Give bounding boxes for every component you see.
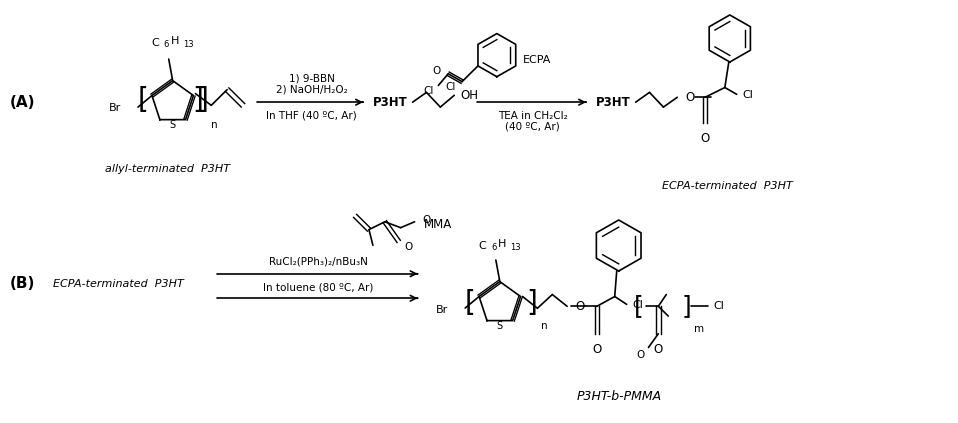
Text: OH: OH (460, 89, 478, 102)
Text: [: [ (138, 86, 148, 114)
Text: ]: ] (526, 289, 537, 317)
Text: (40 ºC, Ar): (40 ºC, Ar) (505, 122, 559, 132)
Text: ]: ] (681, 294, 691, 318)
Text: O: O (700, 132, 710, 145)
Text: ECPA-terminated  P3HT: ECPA-terminated P3HT (662, 181, 793, 190)
Text: O: O (653, 343, 663, 356)
Text: RuCl₂(PPh₃)₂/nBu₃N: RuCl₂(PPh₃)₂/nBu₃N (269, 257, 368, 267)
Text: 13: 13 (183, 40, 194, 49)
Text: Br: Br (436, 305, 448, 315)
Text: P3HT-b-PMMA: P3HT-b-PMMA (576, 390, 661, 403)
Text: 2) NaOH/H₂O₂: 2) NaOH/H₂O₂ (276, 85, 348, 94)
Text: In THF (40 ºC, Ar): In THF (40 ºC, Ar) (266, 111, 356, 121)
Text: H: H (498, 239, 506, 249)
Text: O: O (575, 300, 584, 313)
Text: Cl: Cl (714, 301, 725, 311)
Text: MMA: MMA (423, 218, 452, 231)
Text: Cl: Cl (423, 86, 433, 96)
Text: allyl-terminated  P3HT: allyl-terminated P3HT (105, 164, 230, 174)
Text: P3HT: P3HT (596, 96, 630, 109)
Text: n: n (212, 120, 218, 130)
Text: 13: 13 (510, 243, 520, 252)
Text: Cl: Cl (445, 82, 456, 93)
Text: O: O (422, 215, 431, 225)
Text: O: O (685, 91, 695, 104)
Text: In toluene (80 ºC, Ar): In toluene (80 ºC, Ar) (263, 283, 374, 292)
Text: ]: ] (197, 86, 208, 114)
Text: (A): (A) (10, 95, 34, 110)
Text: O: O (592, 343, 602, 356)
Text: S: S (170, 120, 175, 129)
Text: n: n (541, 321, 548, 331)
Text: Cl: Cl (742, 91, 754, 100)
Text: O: O (432, 66, 441, 76)
Text: C: C (151, 38, 159, 48)
Text: C: C (478, 241, 486, 251)
Text: H: H (171, 36, 179, 47)
Text: ECPA: ECPA (523, 55, 551, 65)
Text: [: [ (465, 289, 475, 317)
Text: Br: Br (109, 103, 121, 113)
Text: 1) 9-BBN: 1) 9-BBN (288, 74, 334, 84)
Text: O: O (404, 242, 413, 252)
Text: P3HT: P3HT (373, 96, 408, 109)
Text: 6: 6 (490, 243, 496, 252)
Text: TEA in CH₂Cl₂: TEA in CH₂Cl₂ (497, 111, 567, 121)
Text: [: [ (633, 294, 644, 318)
Text: Cl: Cl (632, 300, 644, 310)
Text: (B): (B) (10, 276, 34, 291)
Text: ]: ] (192, 86, 203, 114)
Text: m: m (694, 324, 704, 334)
Text: S: S (497, 321, 503, 330)
Text: ECPA-terminated  P3HT: ECPA-terminated P3HT (53, 279, 184, 288)
Text: 6: 6 (164, 40, 170, 49)
Text: O: O (636, 350, 645, 360)
